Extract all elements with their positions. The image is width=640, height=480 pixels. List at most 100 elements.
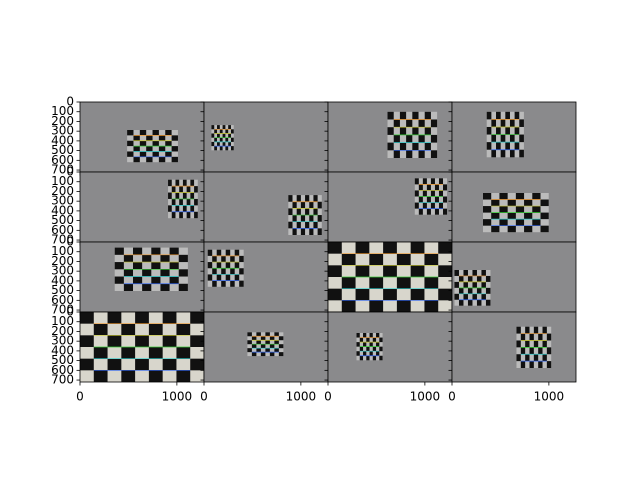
square [309, 228, 314, 235]
square [135, 335, 149, 347]
square [139, 151, 147, 157]
square [80, 312, 94, 324]
square [219, 146, 223, 151]
square [454, 270, 459, 276]
square [178, 283, 188, 291]
square [158, 156, 166, 163]
square [424, 127, 431, 135]
y-tick-label: 400 [51, 273, 74, 287]
square [278, 336, 284, 341]
square [121, 347, 136, 359]
square [165, 140, 172, 147]
square [121, 323, 136, 336]
image [328, 312, 452, 382]
subplot [200, 241, 329, 316]
square [127, 130, 134, 136]
square [179, 198, 183, 206]
square [529, 347, 534, 355]
square [430, 134, 438, 143]
x-tick-label: 0 [448, 390, 456, 404]
square [524, 199, 533, 207]
square [305, 195, 310, 202]
square [369, 277, 384, 289]
square [107, 358, 122, 371]
square [399, 111, 407, 120]
square [171, 211, 176, 219]
square [538, 333, 543, 341]
square [214, 137, 218, 142]
square [194, 211, 198, 219]
square [481, 281, 486, 288]
square [211, 125, 215, 130]
square [525, 354, 530, 362]
square [542, 326, 547, 334]
square [524, 212, 533, 220]
square [424, 277, 439, 289]
square [540, 212, 549, 220]
square [516, 340, 521, 348]
square [228, 133, 231, 138]
square [430, 150, 438, 158]
square [225, 249, 231, 256]
square [296, 221, 301, 229]
square [93, 347, 108, 359]
square [247, 332, 252, 337]
square [171, 186, 176, 193]
square [269, 336, 275, 341]
square [356, 342, 360, 347]
y-tick-label: 300 [51, 194, 74, 208]
square [296, 195, 301, 202]
square [485, 299, 491, 306]
square [225, 146, 229, 151]
square [519, 134, 524, 143]
square [369, 300, 384, 312]
square [228, 125, 231, 130]
square [396, 277, 411, 289]
square [393, 134, 400, 143]
square [356, 351, 360, 356]
y-tick-label: 400 [51, 203, 74, 217]
square [546, 361, 552, 368]
square [239, 280, 244, 287]
square [190, 179, 195, 187]
square [222, 133, 226, 138]
square [211, 133, 215, 138]
square [483, 219, 492, 226]
square [434, 184, 439, 191]
square [363, 333, 367, 338]
square [426, 196, 431, 203]
square [355, 242, 370, 254]
square [234, 262, 240, 269]
square [148, 370, 163, 382]
square [463, 293, 468, 300]
square [317, 228, 322, 235]
square [363, 351, 367, 356]
square [146, 156, 153, 163]
square [406, 119, 413, 128]
square [505, 111, 510, 120]
square [133, 276, 143, 284]
square [355, 265, 370, 277]
square [486, 126, 492, 135]
square [500, 119, 506, 127]
square [265, 340, 270, 345]
square [463, 270, 468, 276]
square [396, 300, 411, 312]
square [533, 326, 539, 334]
square [418, 134, 425, 143]
square [296, 208, 301, 216]
square [179, 211, 183, 219]
square [221, 255, 226, 263]
square [221, 268, 226, 275]
square [313, 208, 318, 216]
square [369, 351, 373, 356]
square [529, 333, 534, 341]
square [175, 192, 180, 199]
y-tick-label: 0 [66, 305, 74, 319]
square [114, 262, 124, 270]
square [485, 275, 491, 282]
subplot [448, 171, 577, 246]
square [300, 215, 306, 222]
square [529, 361, 534, 368]
square [424, 142, 431, 151]
